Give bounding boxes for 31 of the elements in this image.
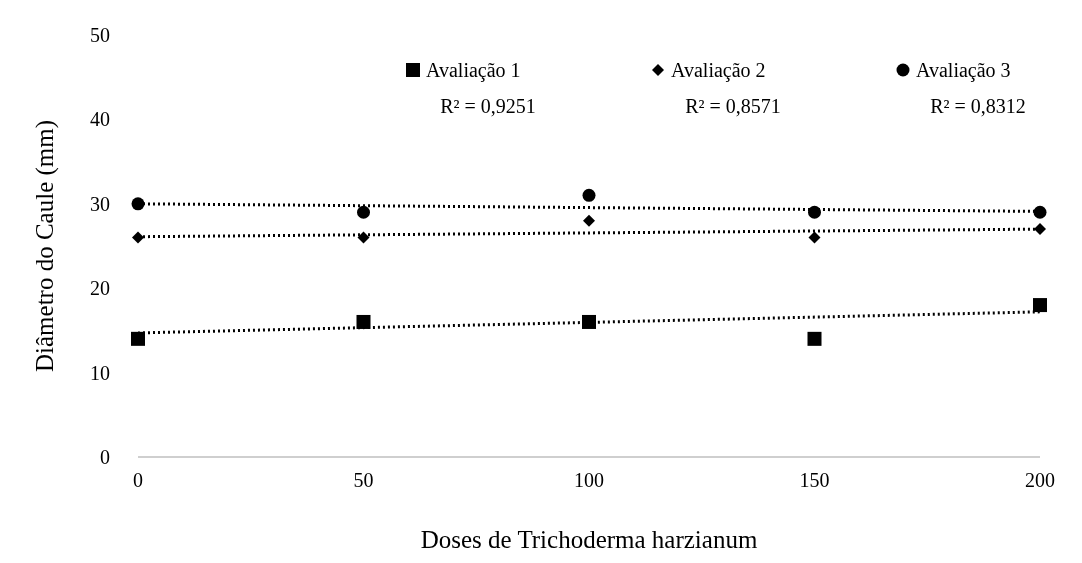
- point: [356, 314, 371, 329]
- y-tick-label: 0: [100, 446, 110, 468]
- point: [131, 331, 145, 346]
- y-axis-title: Diâmetro do Caule (mm): [31, 119, 59, 373]
- y-tick-label: 40: [90, 108, 110, 131]
- point: [357, 231, 370, 244]
- point: [1034, 223, 1046, 236]
- x-tick-label: 200: [1025, 469, 1055, 491]
- annotation: R² = 0,9251: [440, 95, 536, 117]
- annotation: R² = 0,8571: [685, 95, 781, 117]
- annotation: R² = 0,8312: [930, 95, 1026, 117]
- x-tick-label: 100: [574, 469, 604, 491]
- y-tick-label: 20: [90, 277, 110, 300]
- point: [582, 188, 596, 202]
- x-axis-title: Doses de Trichoderma harzianum: [420, 526, 758, 553]
- point: [808, 231, 821, 244]
- y-tick-label: 10: [90, 361, 110, 384]
- legend-label: Avaliação 3: [916, 59, 1011, 82]
- x-tick-label: 150: [799, 469, 830, 491]
- y-tick-label: 50: [90, 24, 110, 46]
- y-tick-label: 30: [90, 192, 110, 215]
- x-tick-label: 50: [353, 469, 374, 491]
- point: [583, 214, 595, 227]
- point: [132, 231, 144, 244]
- legend-label: Avaliação 1: [426, 59, 521, 82]
- point: [582, 314, 596, 329]
- point: [807, 331, 822, 346]
- legend-label: Avaliação 2: [671, 59, 766, 82]
- point: [1033, 298, 1047, 313]
- point: [357, 205, 370, 219]
- x-tick-label: 0: [133, 469, 143, 491]
